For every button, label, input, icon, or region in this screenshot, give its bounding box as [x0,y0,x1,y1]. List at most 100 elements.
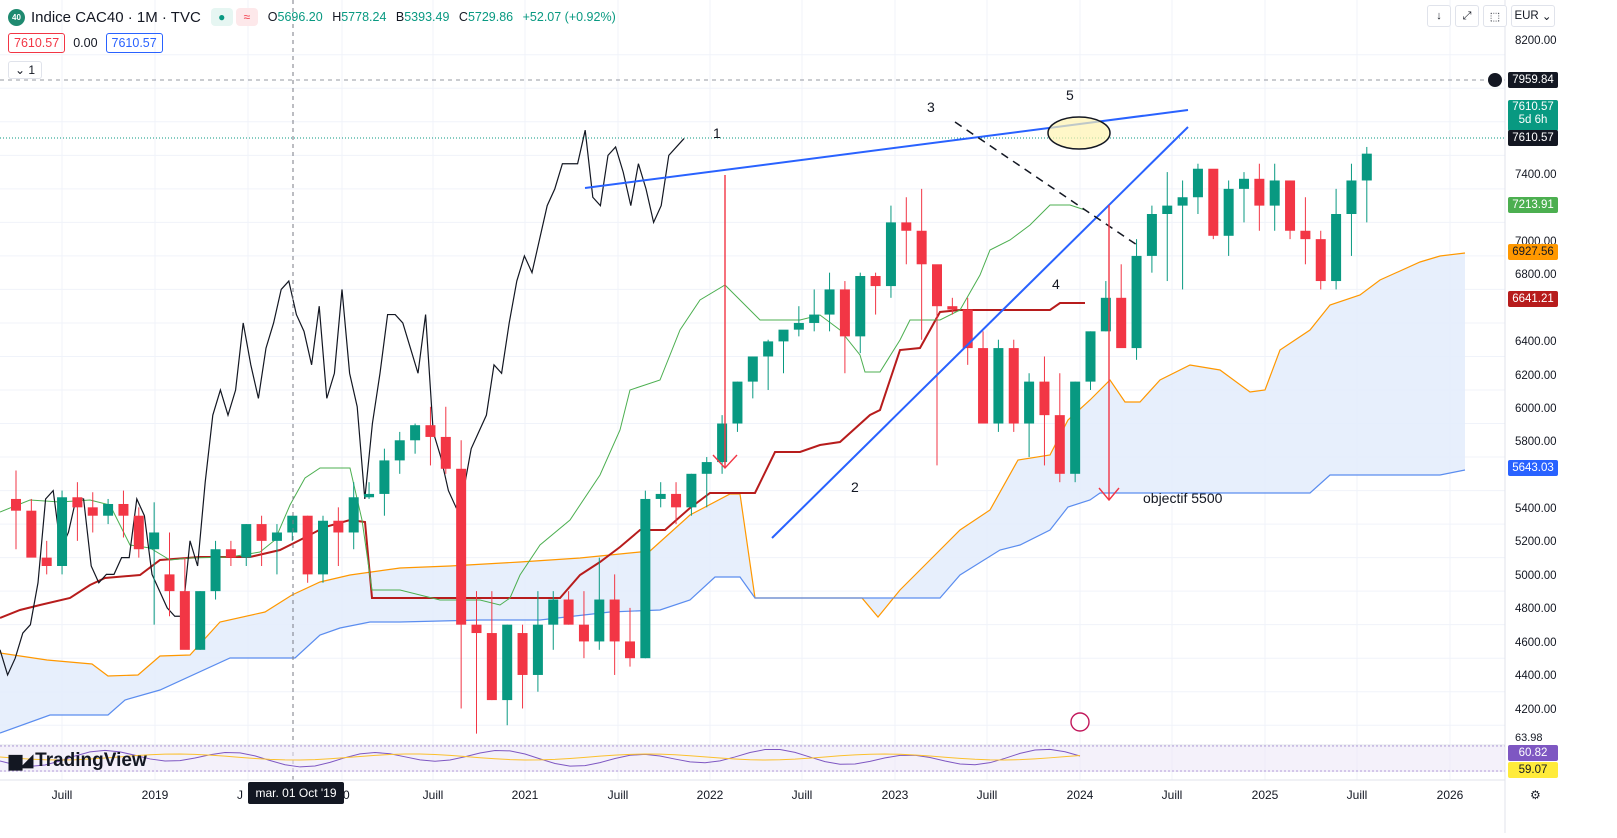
candle-body [72,497,83,508]
span-b-price-label: 5643.03 [1508,460,1558,476]
y-axis-tick: 6200.00 [1515,370,1557,382]
ohlc-label: O [267,10,278,24]
candle-body [1039,381,1050,416]
candle-body [548,599,559,625]
candle-body [1254,178,1265,206]
candle-body [793,322,804,330]
candle-body [824,289,835,315]
candle-body [901,222,912,231]
candle-body [318,520,328,575]
senkou-span-a-line [0,252,1466,677]
y-axis-tick: 6800.00 [1515,269,1557,281]
candle-body [302,515,313,575]
candle-body [594,599,605,642]
trade-row: 7610.57 0.00 7610.57 [8,33,163,53]
candle-body [732,381,743,424]
x-axis-tick: Juill [423,788,444,802]
highlight-ellipse [1047,116,1111,150]
candle-body [763,341,774,357]
candle-body [502,624,513,701]
candle-body [425,425,436,437]
x-axis-tick: 2022 [697,788,724,802]
x-axis-tick: J [237,788,243,802]
oscillator-line [0,748,1081,768]
indicators-toggle[interactable]: ⌄ 1 [8,61,43,79]
candle-body [640,498,651,659]
x-axis-tick: 2023 [882,788,909,802]
ohlc-value: 5696.20 [277,10,323,24]
y-axis-tick: 4200.00 [1515,704,1557,716]
candle-body [686,473,697,508]
ohlc-value: 5778.24 [341,10,387,24]
candle-body [563,599,574,625]
settings-icon[interactable]: ⚙ [1530,788,1541,802]
y-axis-tick: 8200.00 [1515,35,1557,47]
candle-body [993,348,1004,424]
candle-body [1269,180,1280,206]
crosshair-price-label: 7959.84 [1508,72,1558,88]
symbol-badge[interactable]: 40 [8,8,25,26]
candle-body [471,624,482,634]
ohlc-label: H [332,10,342,24]
candle-body [210,549,221,592]
candle-body [256,524,267,541]
y-axis-tick: 5200.00 [1515,536,1557,548]
delay-icon[interactable]: ≈ [235,8,258,26]
osc-label-2: 59.07 [1508,762,1558,778]
candle-body [195,591,206,650]
candle-body [103,503,114,516]
x-axis-tick: 2025 [1252,788,1279,802]
currency-label: EUR [1514,10,1539,22]
chikou-span-line [0,130,685,677]
candle-body [870,276,881,287]
candle-body [1085,331,1096,382]
candle-body [747,356,758,382]
candle-body [625,641,635,659]
kijun-price-label: 6641.21 [1508,291,1558,307]
candle-body [717,423,728,463]
wave-label-4: 4 [1052,276,1060,292]
tradingview-logo[interactable]: ▆◢ TradingView [9,750,147,772]
candle-body [1331,214,1342,282]
indicator-count: 1 [28,63,36,77]
oscillator-band [0,746,1505,772]
target-label: objectif 5500 [1143,490,1223,506]
candle-body [1192,168,1203,198]
currency-select[interactable]: EUR ⌄ [1511,5,1555,27]
candle-body [164,574,175,592]
buy-price-button[interactable]: 7610.57 [105,33,163,53]
candle-body [1361,153,1372,181]
target-arrow-head [1098,487,1120,502]
y-axis-tick: 5400.00 [1515,503,1557,515]
senkou-span-b-line [0,469,1466,734]
x-axis-tick: 2019 [142,788,169,802]
candle-body [1008,348,1019,424]
wave-label-5: 5 [1066,87,1074,103]
market-open-icon[interactable]: ● [210,8,233,26]
y-axis-tick: 5000.00 [1515,570,1557,582]
candle-body [517,633,528,675]
last-price-label-2: 7610.57 [1508,130,1558,146]
candle-body [440,436,451,469]
candle-body [149,532,160,550]
tenkan-price-label: 7213.91 [1508,197,1558,213]
sell-price-button[interactable]: 7610.57 [8,33,66,53]
candle-body [364,493,375,498]
x-axis-tick: Juill [977,788,998,802]
osc-label-1: 60.82 [1508,745,1558,761]
candle-body [410,425,421,441]
last-price: 7610.57 [1512,101,1554,113]
screenshot-icon[interactable]: ⬚ [1483,5,1507,27]
symbol-title[interactable]: Indice CAC40 · 1M · TVC [31,8,201,26]
candle-body [1070,381,1081,474]
download-icon[interactable]: ↓ [1427,5,1451,27]
ohlc-value: 5393.49 [404,10,450,24]
x-axis-tick: 2021 [512,788,539,802]
crosshair-date-label: mar. 01 Oct '19 [248,782,344,804]
x-axis-tick: 2024 [1067,788,1094,802]
candle-body [947,306,958,310]
fullscreen-icon[interactable]: ⤢ [1455,5,1479,27]
candle-body [456,468,467,625]
